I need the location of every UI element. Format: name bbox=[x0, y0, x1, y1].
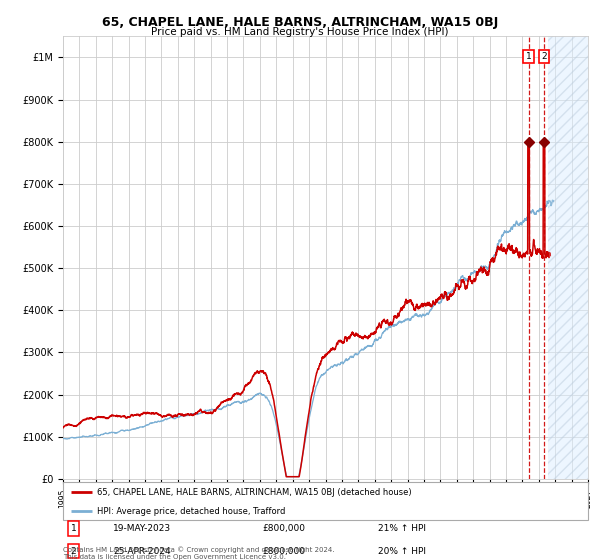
Text: 2: 2 bbox=[71, 547, 76, 556]
Text: 1: 1 bbox=[71, 524, 76, 533]
Text: HPI: Average price, detached house, Trafford: HPI: Average price, detached house, Traf… bbox=[97, 507, 286, 516]
Text: £800,000: £800,000 bbox=[263, 524, 305, 533]
Text: 25-APR-2024: 25-APR-2024 bbox=[113, 547, 170, 556]
Text: 19-MAY-2023: 19-MAY-2023 bbox=[113, 524, 171, 533]
Text: Price paid vs. HM Land Registry's House Price Index (HPI): Price paid vs. HM Land Registry's House … bbox=[151, 27, 449, 37]
Text: 21% ↑ HPI: 21% ↑ HPI bbox=[378, 524, 426, 533]
Bar bbox=[548, 36, 588, 479]
Text: Contains HM Land Registry data © Crown copyright and database right 2024.
This d: Contains HM Land Registry data © Crown c… bbox=[63, 547, 335, 560]
Text: 2: 2 bbox=[541, 52, 547, 61]
Text: 65, CHAPEL LANE, HALE BARNS, ALTRINCHAM, WA15 0BJ (detached house): 65, CHAPEL LANE, HALE BARNS, ALTRINCHAM,… bbox=[97, 488, 412, 497]
Text: 65, CHAPEL LANE, HALE BARNS, ALTRINCHAM, WA15 0BJ: 65, CHAPEL LANE, HALE BARNS, ALTRINCHAM,… bbox=[102, 16, 498, 29]
Text: £800,000: £800,000 bbox=[263, 547, 305, 556]
Text: 20% ↑ HPI: 20% ↑ HPI bbox=[378, 547, 426, 556]
Text: 1: 1 bbox=[526, 52, 532, 61]
